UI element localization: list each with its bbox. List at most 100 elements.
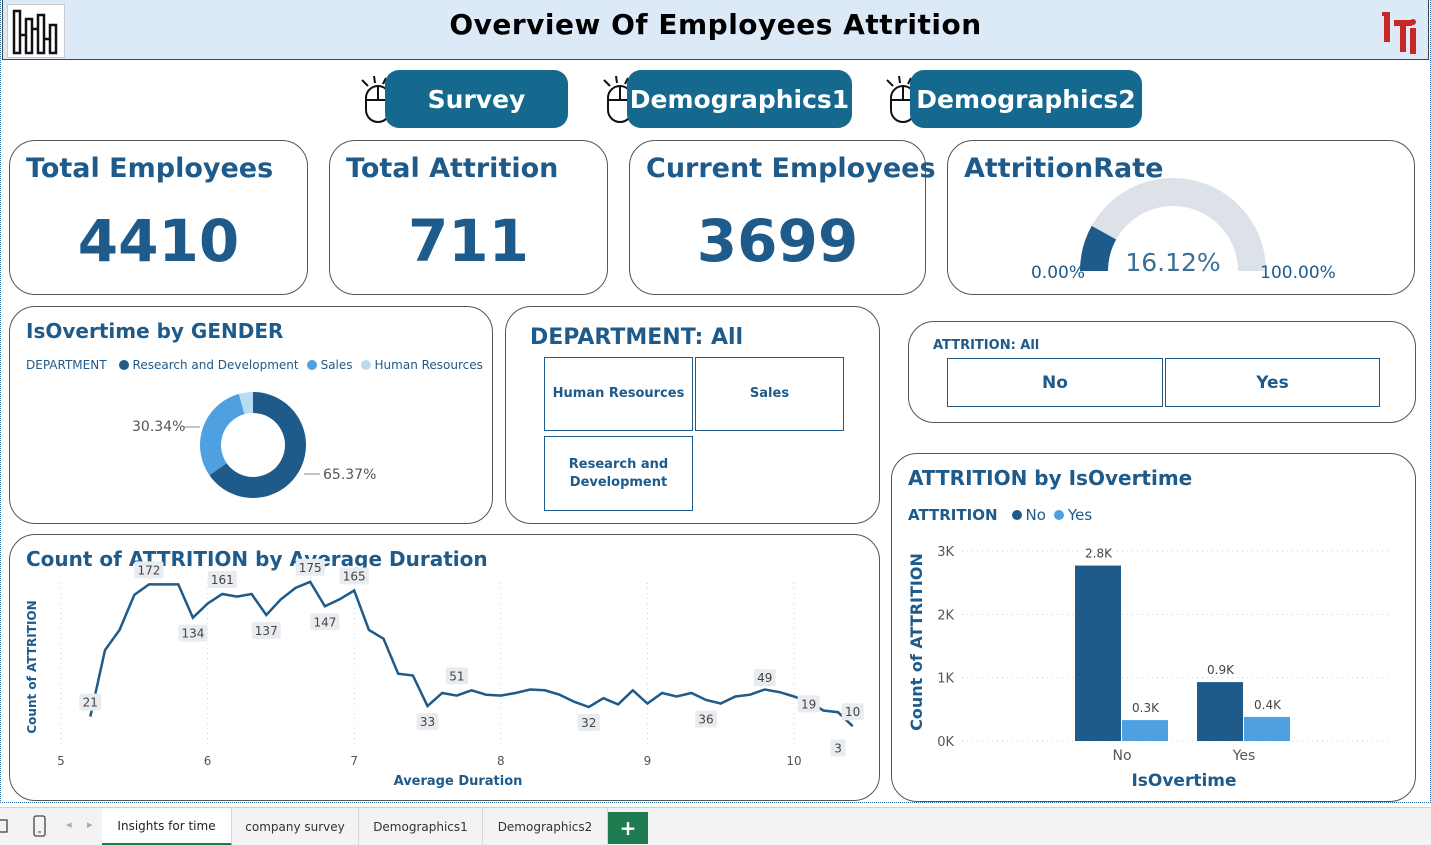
add-sheet-button[interactable]: + bbox=[608, 812, 648, 844]
data-label: 175 bbox=[295, 558, 325, 576]
svg-text:165: 165 bbox=[343, 570, 366, 584]
kpi-value: 3699 bbox=[696, 207, 859, 275]
gauge-max: 100.00% bbox=[1260, 263, 1336, 283]
svg-text:21: 21 bbox=[83, 696, 98, 710]
kpi-value: 4410 bbox=[77, 207, 240, 275]
sheet-tab-bar: ◂ ▸ Insights for time company survey Dem… bbox=[0, 807, 1431, 845]
kpi-label: Total Attrition bbox=[346, 153, 559, 184]
attrition-rate-gauge: 16.12% 0.00% 100.00% bbox=[1031, 178, 1336, 283]
svg-text:51: 51 bbox=[449, 669, 464, 683]
x-tick-label: 10 bbox=[786, 754, 801, 768]
department-option[interactable]: Sales bbox=[695, 357, 844, 431]
slicer-title: DEPARTMENT: All bbox=[530, 325, 744, 350]
data-label: 137 bbox=[251, 622, 281, 640]
donut-slice bbox=[199, 393, 245, 476]
svg-text:49: 49 bbox=[757, 671, 772, 685]
current-employees-card: Current Employees 3699 bbox=[629, 140, 936, 295]
department-option[interactable]: Research and Development bbox=[544, 436, 693, 511]
report-header: Overview Of Employees Attrition bbox=[2, 0, 1429, 60]
survey-nav-button[interactable]: Survey bbox=[385, 70, 568, 128]
attrition-legend: ATTRITION No Yes bbox=[908, 506, 1092, 524]
gauge-value: 16.12% bbox=[1125, 248, 1220, 277]
y-tick-label: 1K bbox=[937, 672, 954, 687]
department-slicer-card: DEPARTMENT: All Human Resources Sales Re… bbox=[505, 306, 880, 524]
total-attrition-card: Total Attrition 711 bbox=[329, 140, 608, 295]
data-label: 165 bbox=[339, 567, 369, 585]
data-label: 10 bbox=[841, 703, 864, 721]
attrition-slicer-card: ATTRITION: All No Yes bbox=[908, 321, 1416, 423]
data-label: 51 bbox=[445, 667, 468, 685]
y-axis-label: Count of ATTRITION bbox=[25, 600, 39, 733]
bar-value-label: 2.8K bbox=[1085, 547, 1113, 561]
legend-item: No bbox=[1025, 506, 1046, 524]
normal-view-icon[interactable] bbox=[0, 816, 8, 836]
overtime-by-gender-card: IsOvertime by GENDER DEPARTMENT Research… bbox=[9, 306, 493, 524]
attrition-by-duration-card: Count of ATTRITION by Average Duration 2… bbox=[9, 534, 880, 801]
donut-chart: 30.34% 65.37% bbox=[132, 392, 376, 498]
total-employees-card: Total Employees 4410 bbox=[9, 140, 308, 295]
page-title: Overview Of Employees Attrition bbox=[449, 8, 982, 41]
legend-item: Sales bbox=[320, 358, 353, 372]
y-tick-label: 3K bbox=[937, 545, 954, 560]
attrition-option-yes[interactable]: Yes bbox=[1165, 358, 1380, 407]
svg-text:134: 134 bbox=[181, 627, 204, 641]
data-label: 32 bbox=[577, 713, 600, 731]
chart-title: ATTRITION by IsOvertime bbox=[908, 466, 1193, 490]
bar-no-yes bbox=[1197, 682, 1243, 741]
bar-value-label: 0.3K bbox=[1132, 701, 1160, 715]
data-label: 33 bbox=[416, 713, 439, 731]
legend-dot bbox=[1053, 510, 1064, 520]
legend-dot bbox=[1011, 510, 1022, 520]
tab-insights-for-time[interactable]: Insights for time bbox=[102, 808, 232, 845]
iti-logo-icon bbox=[1380, 6, 1420, 54]
kpi-label: AttritionRate bbox=[964, 153, 1164, 184]
chart-title: Count of ATTRITION by Average Duration bbox=[26, 547, 488, 571]
line-chart: 21 172 134 161 137 175 147 165 33 51 32 36 49 19 3 10 5… bbox=[25, 558, 864, 789]
y-axis-label: Count of ATTRITION bbox=[907, 553, 926, 731]
bar-yes-no bbox=[1122, 720, 1168, 741]
kpi-value: 711 bbox=[407, 207, 530, 275]
svg-text:161: 161 bbox=[211, 573, 234, 587]
demographics2-nav-button[interactable]: Demographics2 bbox=[910, 70, 1142, 128]
x-tick-label: 7 bbox=[350, 754, 358, 768]
kpi-label: Total Employees bbox=[26, 153, 274, 184]
data-label: 147 bbox=[310, 613, 340, 631]
x-tick-label: 9 bbox=[644, 754, 652, 768]
phone-view-icon[interactable] bbox=[32, 815, 48, 837]
series-line bbox=[89, 580, 854, 728]
data-label: 49 bbox=[753, 669, 776, 687]
svg-text:3: 3 bbox=[834, 741, 842, 755]
department-option[interactable]: Human Resources bbox=[544, 357, 693, 431]
attrition-rate-card: AttritionRate 16.12% 0.00% 100.00% bbox=[947, 140, 1415, 295]
data-label: 19 bbox=[797, 695, 820, 713]
x-category-label: No bbox=[1112, 748, 1131, 764]
legend-title: ATTRITION bbox=[908, 506, 998, 524]
gauge-min: 0.00% bbox=[1031, 263, 1085, 283]
legend-dot bbox=[118, 360, 129, 370]
bar-value-label: 0.4K bbox=[1254, 698, 1282, 712]
scroll-right-icon[interactable]: ▸ bbox=[87, 818, 93, 831]
data-label: 3 bbox=[830, 739, 846, 757]
svg-text:19: 19 bbox=[801, 697, 816, 711]
kpi-label: Current Employees bbox=[646, 153, 936, 184]
x-tick-label: 8 bbox=[497, 754, 505, 768]
legend-item: Human Resources bbox=[374, 358, 483, 372]
legend-item: Research and Development bbox=[132, 358, 299, 372]
tab-demographics1[interactable]: Demographics1 bbox=[359, 808, 483, 845]
tab-company-survey[interactable]: company survey bbox=[232, 808, 359, 845]
bar-yes-yes bbox=[1244, 716, 1290, 741]
scroll-left-icon[interactable]: ◂ bbox=[66, 818, 72, 831]
svg-text:147: 147 bbox=[313, 615, 336, 629]
slicer-title: ATTRITION: All bbox=[933, 338, 1040, 353]
x-axis-label: IsOvertime bbox=[1131, 771, 1236, 791]
attrition-by-overtime-card: ATTRITION by IsOvertime ATTRITION No Yes… bbox=[891, 453, 1416, 802]
legend-dot bbox=[360, 360, 371, 370]
demographics1-nav-button[interactable]: Demographics1 bbox=[627, 70, 852, 128]
attrition-option-no[interactable]: No bbox=[947, 358, 1163, 407]
data-label: 172 bbox=[134, 561, 164, 579]
svg-text:175: 175 bbox=[299, 561, 322, 575]
chart-title: IsOvertime by GENDER bbox=[26, 319, 284, 343]
tab-demographics2[interactable]: Demographics2 bbox=[483, 808, 608, 845]
legend-item: Yes bbox=[1067, 506, 1093, 524]
y-tick-label: 0K bbox=[937, 735, 954, 750]
